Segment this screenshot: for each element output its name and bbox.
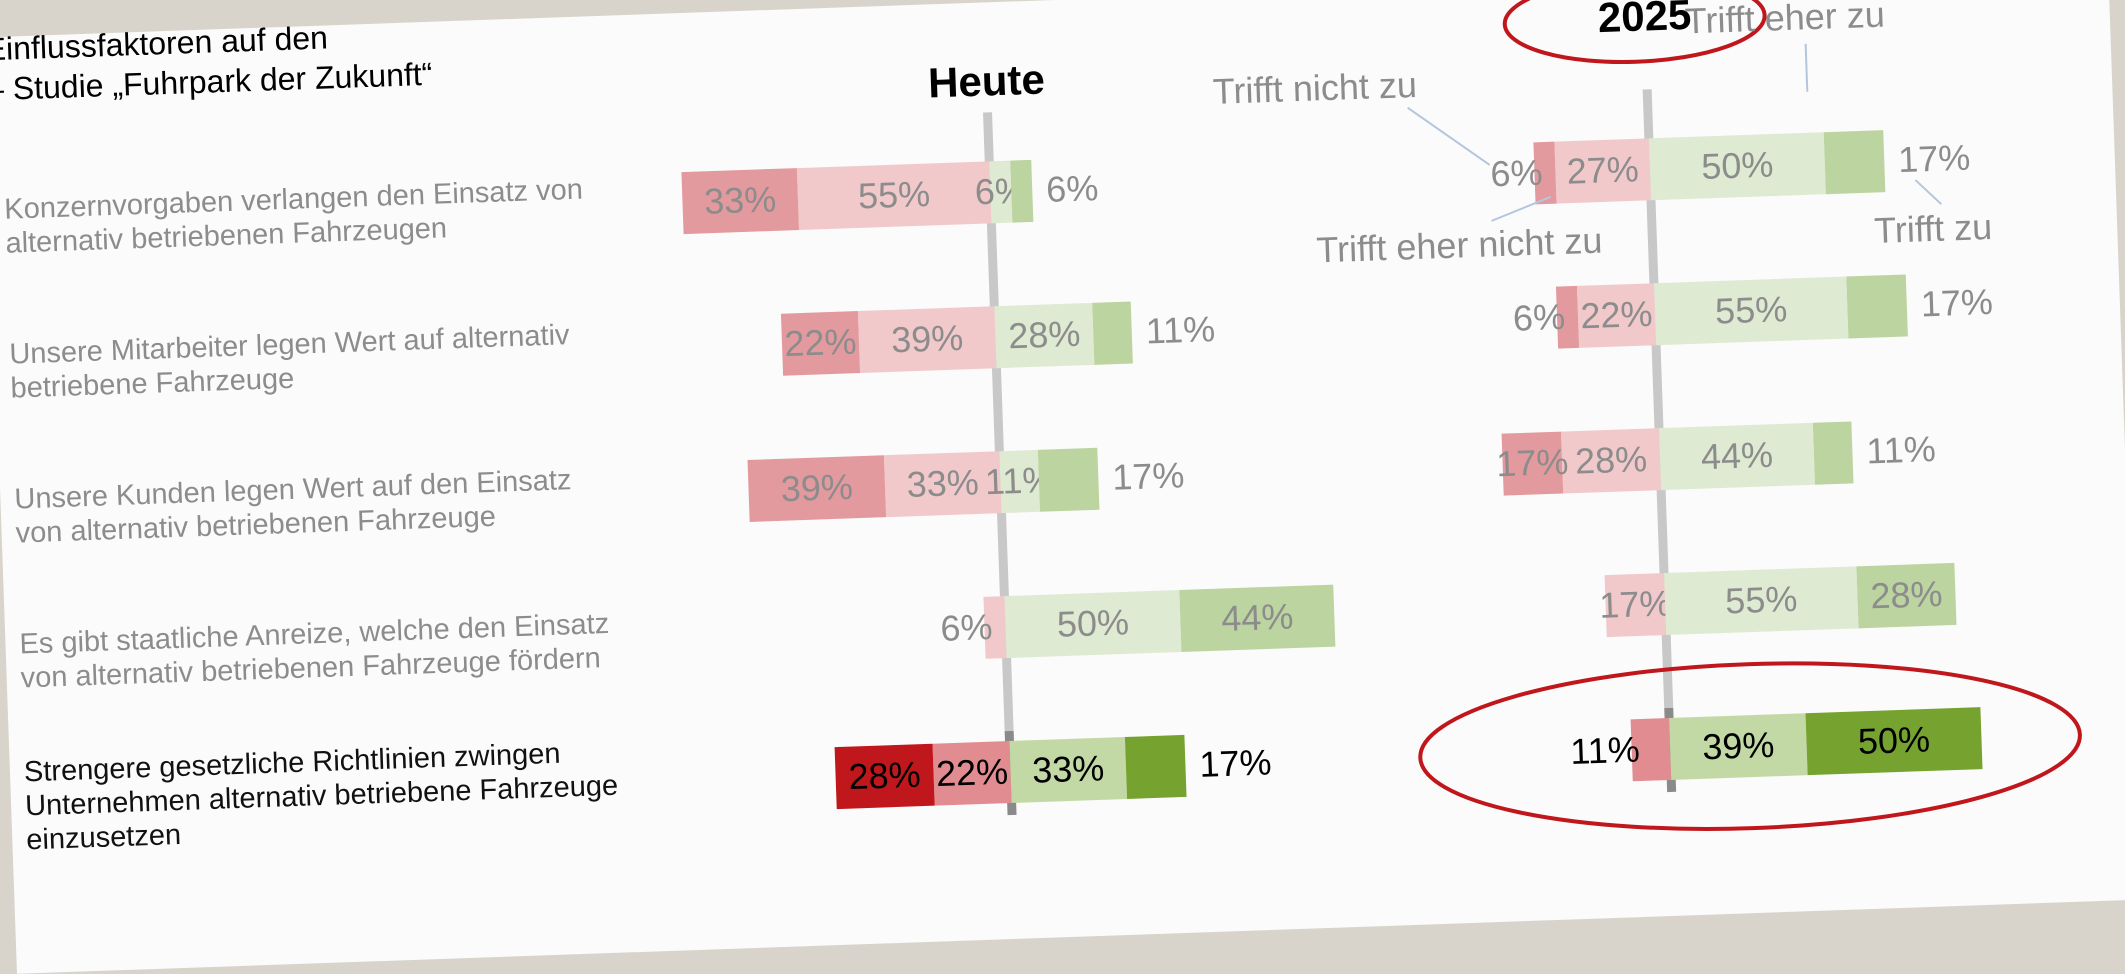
page: {"header": {"title": ["Einflussfaktoren … <box>0 0 2125 937</box>
value-label: 17% <box>1199 741 1272 784</box>
value-label: 22% <box>784 321 857 364</box>
value-label: 39% <box>890 317 963 360</box>
bar-segment <box>1038 448 1100 512</box>
value-label: 17% <box>1599 582 1672 625</box>
legend-label: Trifft eher nicht zu <box>1316 220 1603 271</box>
value-label: 17% <box>1496 441 1569 484</box>
value-label: 6% <box>1512 296 1565 339</box>
value-label: 11% <box>1570 729 1641 772</box>
legend-leader <box>1915 179 1941 205</box>
value-label: 17% <box>1112 454 1185 497</box>
bar-segment <box>1846 274 1908 338</box>
legend-label: Trifft nicht zu <box>1212 64 1417 112</box>
value-label: 6% <box>1490 152 1543 195</box>
value-label: 17% <box>1920 281 1993 324</box>
value-label: 17% <box>1898 137 1971 180</box>
legend-label: Trifft zu <box>1873 206 1992 251</box>
value-label: 27% <box>1566 148 1639 191</box>
bar-segment <box>1092 302 1133 365</box>
value-label: 44% <box>1700 434 1773 477</box>
value-label: 55% <box>1714 288 1787 331</box>
panel-title: Heute <box>927 55 1045 106</box>
value-label: 6% <box>1046 167 1099 210</box>
value-label: 28% <box>848 754 921 797</box>
value-label: 50% <box>1056 601 1129 644</box>
value-label: 11% <box>1866 428 1937 471</box>
value-label: 28% <box>1008 313 1081 356</box>
value-label: 6% <box>940 606 993 649</box>
value-label: 39% <box>780 466 853 509</box>
slide: Einflussfaktoren auf den – Studie „Fuhrp… <box>0 0 2125 974</box>
value-label: 28% <box>1870 573 1943 616</box>
value-label: 55% <box>1725 578 1798 621</box>
value-label: 22% <box>935 751 1008 794</box>
bar-segment <box>1824 130 1886 194</box>
value-label: 50% <box>1701 144 1774 187</box>
value-label: 33% <box>1032 747 1105 790</box>
value-label: 33% <box>703 178 776 221</box>
value-label: 22% <box>1580 293 1653 336</box>
value-label: 55% <box>857 173 930 216</box>
value-label: 28% <box>1574 438 1647 481</box>
legend-label: Trifft eher zu <box>1684 0 1885 42</box>
bar-segment <box>1125 735 1187 799</box>
legend-leader <box>1806 44 1808 92</box>
panel-title: 2025 <box>1597 0 1692 41</box>
value-label: 33% <box>906 461 979 504</box>
category-label: Strengere gesetzliche Richtlinien zwinge… <box>23 734 626 857</box>
legend-leader <box>1491 197 1552 221</box>
bar-segment <box>1010 160 1033 223</box>
value-label: 11% <box>1145 308 1216 351</box>
value-label: 50% <box>1857 718 1930 761</box>
legend-leader <box>1408 105 1490 168</box>
body: Einflussfaktoren auf den – Studie „Fuhrp… <box>0 0 2125 937</box>
value-label: 39% <box>1702 724 1775 767</box>
value-label: 44% <box>1221 596 1294 639</box>
bar-segment <box>1813 421 1854 484</box>
